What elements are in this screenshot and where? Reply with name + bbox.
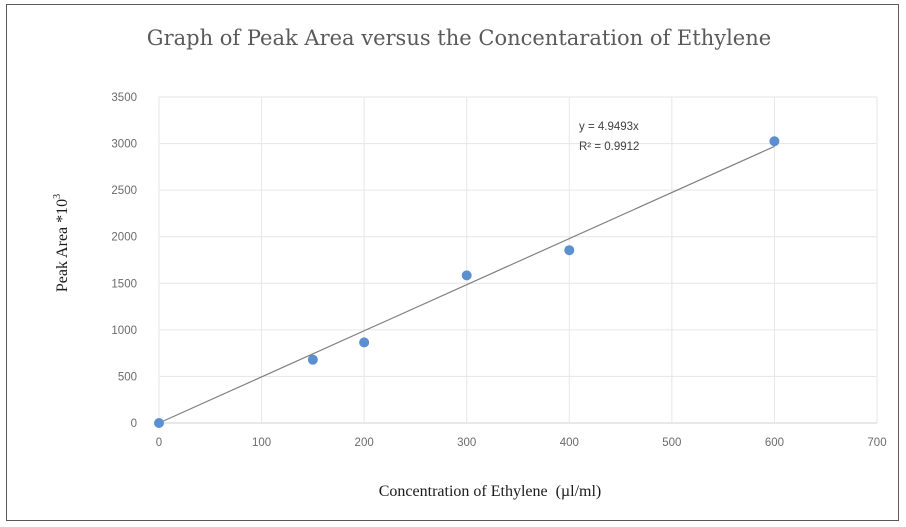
data-point xyxy=(564,245,575,256)
trendline-layer xyxy=(158,145,775,424)
x-tick-label: 700 xyxy=(867,437,886,449)
x-tick-label: 200 xyxy=(355,437,374,449)
y-axis-title: Peak Area *103 xyxy=(52,194,71,292)
trendline xyxy=(158,145,775,424)
x-tick-label: 0 xyxy=(156,437,162,449)
x-tick-label: 600 xyxy=(765,437,784,449)
data-point xyxy=(461,270,472,281)
y-tick-label: 1500 xyxy=(111,278,137,290)
data-points xyxy=(154,136,780,428)
x-tick-label: 400 xyxy=(560,437,579,449)
data-point xyxy=(359,337,370,348)
x-tick-label: 300 xyxy=(457,437,476,449)
x-tick-label: 500 xyxy=(662,437,681,449)
y-tick-label: 1000 xyxy=(111,325,137,337)
chart-frame xyxy=(6,4,899,521)
x-tick-label: 100 xyxy=(252,437,271,449)
y-axis-title-superscript: 3 xyxy=(52,194,63,199)
trendline-equation: y = 4.9493x xyxy=(579,121,639,133)
x-axis-title: Concentration of Ethylene (µl/ml) xyxy=(379,483,602,500)
y-tick-label: 3000 xyxy=(111,139,137,151)
data-point xyxy=(307,354,318,365)
y-tick-label: 500 xyxy=(118,371,137,383)
y-tick-labels: 0 500 1000 1500 2000 2500 3000 3500 xyxy=(111,92,137,430)
y-tick-label: 3500 xyxy=(111,92,137,104)
gridlines xyxy=(158,96,878,424)
chart-title: Graph of Peak Area versus the Concentara… xyxy=(147,26,771,50)
y-tick-label: 2000 xyxy=(111,232,137,244)
data-point xyxy=(154,418,164,428)
trendline-r-squared: R² = 0.9912 xyxy=(579,141,639,153)
y-axis-title-text: Peak Area *10 xyxy=(54,199,71,292)
data-point xyxy=(769,136,780,147)
y-tick-label: 0 xyxy=(131,418,137,430)
x-tick-labels: 0 100 200 300 400 500 600 700 xyxy=(156,437,887,449)
y-tick-label: 2500 xyxy=(111,185,137,197)
